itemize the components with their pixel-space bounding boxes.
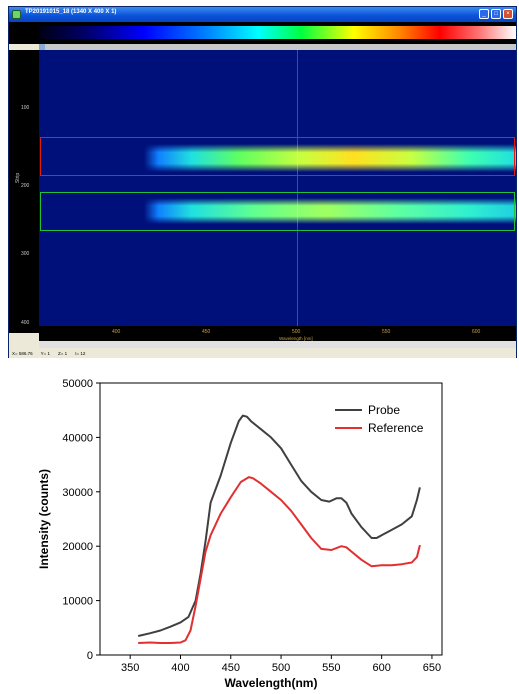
y-tick-label: 50000 [62,378,93,390]
image-plot-area: Strip 100 200 300 400 400 450 500 550 60… [9,50,516,342]
reference-roi-box[interactable] [40,192,515,231]
x-tick-label: 500 [272,662,290,674]
series-line-reference [138,476,421,644]
y-tick-label: 400 [21,320,30,326]
intensity-chart: 350 400 450 500 550 600 650 0 10000 20000 30000 400… [37,378,443,690]
y-axis-label: Strip [15,172,22,184]
cursor-line [297,50,298,326]
probe-spectrum-stripe [39,144,516,172]
y-tick-label: 30000 [62,487,93,499]
y-tick-label: 300 [21,251,30,257]
y-tick-label: 0 [87,650,93,662]
reference-spectrum-stripe [39,198,516,224]
close-icon[interactable]: × [503,9,513,19]
y-tick-label: 20000 [62,541,93,553]
title-bar[interactable]: TP20191015_18 (1340 X 400 X 1) _ □ × [9,7,516,22]
y-tick-label: 40000 [62,432,93,444]
maximize-icon[interactable]: □ [491,9,501,19]
status-z: Z= 1 [58,351,68,356]
x-axis: 400 450 500 550 600 Wavelength [nm] [39,327,516,342]
intensity-colorbar [39,26,516,39]
horizontal-scrollbar-top[interactable] [39,44,516,50]
x-tick-label: 550 [322,662,340,674]
y-tick-label: 200 [21,183,30,189]
status-bar: X= 586.76 Y= 1 Z= 1 I= 12 [9,349,516,358]
x-axis-title: Wavelength(nm) [225,676,318,690]
horizontal-scrollbar-bottom[interactable] [39,341,516,348]
plot-frame [99,382,443,656]
x-tick-label: 500 [292,329,301,335]
x-tick-label: 600 [472,329,481,335]
ccd-image[interactable] [39,50,516,326]
x-axis-label: Wavelength [nm] [279,336,313,341]
scroll-thumb[interactable] [39,44,45,50]
series-line-probe [137,414,421,637]
x-tick-label: 600 [372,662,390,674]
y-tick-label: 100 [21,105,30,111]
x-tick-label: 400 [171,662,189,674]
x-tick-label: 400 [112,329,121,335]
status-x: X= 586.76 [12,351,33,356]
spectrometer-window: TP20191015_18 (1340 X 400 X 1) _ □ × Str… [8,6,517,358]
x-tick-label: 450 [202,329,211,335]
minimize-icon[interactable]: _ [479,9,489,19]
app-icon [12,10,21,19]
y-tick-label: 10000 [62,596,93,608]
legend-label: Reference [368,421,424,435]
status-y: Y= 1 [40,351,51,356]
x-tick-label: 450 [222,662,240,674]
window-title: TP20191015_18 (1340 X 400 X 1) [25,9,117,15]
x-tick-label: 350 [121,662,139,674]
x-tick-label: 650 [423,662,441,674]
status-i: I= 12 [75,351,86,356]
legend-label: Probe [368,403,400,417]
y-axis-title: Intensity (counts) [37,469,51,569]
probe-roi-box[interactable] [40,137,515,176]
colorbar-frame [9,22,516,44]
x-tick-label: 550 [382,329,391,335]
